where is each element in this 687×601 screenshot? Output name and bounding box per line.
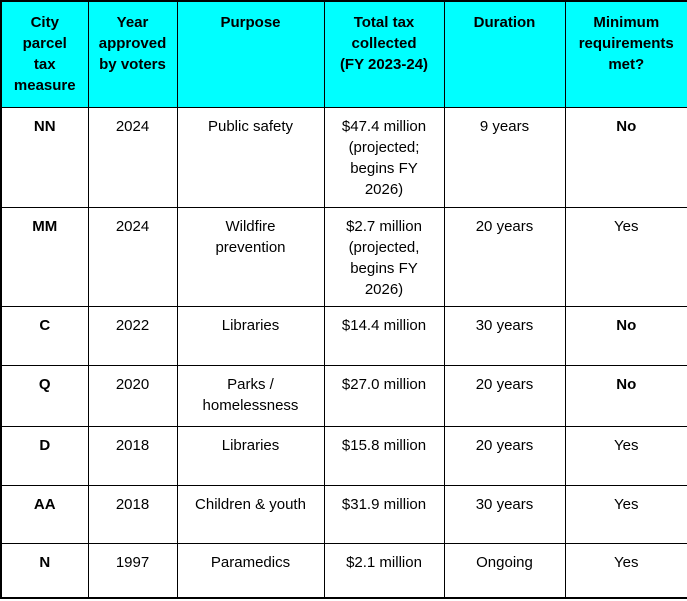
cell-total-tax: $27.0 million (323, 364, 445, 427)
cell-year: 2018 (87, 425, 178, 486)
cell-year: 2024 (87, 106, 178, 208)
header-requirements-met: Minimum requirements met? (564, 0, 687, 108)
cell-purpose: Wildfire prevention (176, 206, 325, 307)
cell-requirements-met: No (564, 106, 687, 208)
cell-requirements-met: Yes (564, 484, 687, 544)
cell-duration: 20 years (443, 206, 566, 307)
cell-requirements-met: Yes (564, 206, 687, 307)
cell-total-tax: $31.9 million (323, 484, 445, 544)
cell-measure: C (0, 305, 89, 366)
header-row: City parcel tax measure Year approved by… (0, 0, 687, 108)
cell-purpose: Parks / homelessness (176, 364, 325, 427)
cell-purpose: Libraries (176, 425, 325, 486)
cell-requirements-met: No (564, 305, 687, 366)
cell-purpose: Children & youth (176, 484, 325, 544)
cell-total-tax: $2.7 million (projected, begins FY 2026) (323, 206, 445, 307)
cell-requirements-met: Yes (564, 425, 687, 486)
cell-measure: NN (0, 106, 89, 208)
cell-total-tax: $47.4 million (projected; begins FY 2026… (323, 106, 445, 208)
header-purpose: Purpose (176, 0, 325, 108)
cell-duration: Ongoing (443, 542, 566, 599)
cell-total-tax: $2.1 million (323, 542, 445, 599)
table-row: D 2018 Libraries $15.8 million 20 years … (0, 425, 687, 486)
table-row: C 2022 Libraries $14.4 million 30 years … (0, 305, 687, 366)
cell-duration: 9 years (443, 106, 566, 208)
header-duration: Duration (443, 0, 566, 108)
cell-year: 1997 (87, 542, 178, 599)
cell-measure: AA (0, 484, 89, 544)
cell-requirements-met: No (564, 364, 687, 427)
cell-total-tax: $14.4 million (323, 305, 445, 366)
cell-purpose: Libraries (176, 305, 325, 366)
header-year: Year approved by voters (87, 0, 178, 108)
table-row: N 1997 Paramedics $2.1 million Ongoing Y… (0, 542, 687, 599)
table-row: NN 2024 Public safety $47.4 million (pro… (0, 106, 687, 208)
cell-purpose: Paramedics (176, 542, 325, 599)
cell-year: 2022 (87, 305, 178, 366)
table-row: MM 2024 Wildfire prevention $2.7 million… (0, 206, 687, 307)
cell-purpose: Public safety (176, 106, 325, 208)
cell-year: 2024 (87, 206, 178, 307)
header-measure: City parcel tax measure (0, 0, 89, 108)
cell-duration: 20 years (443, 364, 566, 427)
cell-measure: D (0, 425, 89, 486)
cell-requirements-met: Yes (564, 542, 687, 599)
cell-total-tax: $15.8 million (323, 425, 445, 486)
table-row: AA 2018 Children & youth $31.9 million 3… (0, 484, 687, 544)
cell-duration: 20 years (443, 425, 566, 486)
cell-measure: Q (0, 364, 89, 427)
cell-year: 2020 (87, 364, 178, 427)
cell-duration: 30 years (443, 305, 566, 366)
cell-year: 2018 (87, 484, 178, 544)
cell-duration: 30 years (443, 484, 566, 544)
table-row: Q 2020 Parks / homelessness $27.0 millio… (0, 364, 687, 427)
cell-measure: MM (0, 206, 89, 307)
header-total-tax: Total tax collected (FY 2023-24) (323, 0, 445, 108)
cell-measure: N (0, 542, 89, 599)
